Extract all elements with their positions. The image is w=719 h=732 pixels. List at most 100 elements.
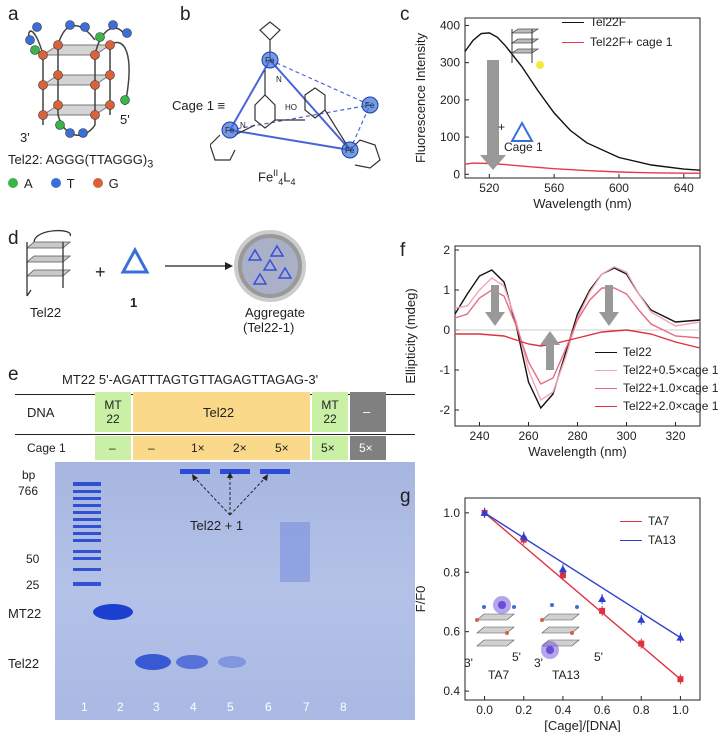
dna-cell-tel22 <box>133 392 310 432</box>
fe-atom-label: Fe <box>265 56 275 65</box>
chart-c-cage-label: Cage 1 <box>504 140 543 154</box>
lane-4: 4 <box>190 700 197 714</box>
sequence-text: Tel22: AGGG(TTAGGG) <box>8 152 148 167</box>
data-point-ta13 <box>637 615 646 623</box>
y-tick-label: 1 <box>443 283 450 297</box>
lane-5: 5 <box>227 700 234 714</box>
y-tick-label: 300 <box>440 56 460 70</box>
gel-image <box>55 462 415 720</box>
dna-cell-none-text: – <box>363 404 371 419</box>
gel-band-tel22-label: Tel22 <box>8 656 40 671</box>
data-point-ta13 <box>558 565 567 573</box>
panel-a-5prime: 5' <box>120 112 130 127</box>
cage-structure-b: Fe Fe Fe Fe N N HO <box>210 21 381 169</box>
data-point-ta13 <box>676 633 685 641</box>
legend-a: A <box>8 176 33 191</box>
panel-g-letter: g <box>400 486 411 507</box>
series-line-tel22-0-5-cage-1 <box>454 266 701 402</box>
dna-cell-tel22-text: Tel22 <box>203 405 235 420</box>
data-point-ta13 <box>519 532 528 540</box>
legend-t: T <box>50 176 75 191</box>
chart-c-legend: Tel22F Tel22F+ cage 1 <box>562 12 672 52</box>
chart-f-arrows <box>485 285 619 370</box>
x-tick-label: 260 <box>518 429 538 443</box>
legend-tel22-20: Tel22+2.0×cage 1 <box>595 397 718 415</box>
fit-line-ta7 <box>484 512 681 680</box>
n-atom-label: N <box>240 121 246 130</box>
panel-e-mt22-sequence: MT22 5'-AGATTTAGTGTTAGAGTTAGAG-3' <box>62 372 319 387</box>
gel-bands <box>73 469 310 670</box>
data-point-ta7 <box>599 607 606 614</box>
dna-cell-mt22-text: MT 22 <box>104 398 122 426</box>
chart-g-legend: TA7 TA13 <box>620 512 676 550</box>
cage-cell-7-text: 5× <box>321 441 335 455</box>
gel-marker-766: 766 <box>18 484 39 498</box>
panel-a-3prime: 3' <box>20 130 30 145</box>
x-tick-label: 0.8 <box>633 703 650 717</box>
x-tick-label: 560 <box>544 181 564 195</box>
plot-frame <box>464 497 701 701</box>
chart-c-plus: + <box>498 120 506 134</box>
legend-ta7: TA7 <box>620 512 676 531</box>
data-point-ta13 <box>480 508 489 516</box>
y-tick-label: -1 <box>439 363 450 377</box>
panel-f-letter: f <box>400 240 406 261</box>
row-cage-label: Cage 1 <box>27 441 66 455</box>
chart-f-cd: 240 260 280 300 320 -2 -1 0 1 2 Wavelength (nm) Ell… <box>403 243 701 459</box>
chart-c-fluorescence: 520 560 600 640 0 100 200 300 400 Wavelength (nm)… <box>413 17 701 211</box>
gel-annotation: Tel22 + 1 <box>190 518 244 533</box>
series-line-tel22f <box>464 32 701 171</box>
x-tick-label: 0.4 <box>555 703 572 717</box>
panel-b-formula: FeII4L4 <box>258 168 296 187</box>
lane-8: 8 <box>340 700 347 714</box>
legend-g: G <box>92 176 119 191</box>
x-tick-label: 0.6 <box>594 703 611 717</box>
cage-cell-tel22 <box>133 436 310 460</box>
row-dna-label: DNA <box>27 405 55 420</box>
panel-d-cage: 1 <box>130 295 138 310</box>
data-point-ta7 <box>677 676 684 683</box>
gel-band-mt22-label: MT22 <box>8 606 42 621</box>
y-tick-label: 1.0 <box>443 506 460 520</box>
plot-frame <box>464 17 701 179</box>
x-axis-label: [Cage]/[DNA] <box>544 718 621 732</box>
x-tick-label: 1.0 <box>672 703 689 717</box>
dna-cell-mt22-b <box>312 392 348 432</box>
y-tick-label: 0.8 <box>443 565 460 579</box>
g-quadruplex-diagram-a <box>25 20 132 138</box>
panel-d-plus: + <box>95 262 106 282</box>
table-header-dna: DNA MT 22 Tel22 MT 22 – <box>15 392 415 432</box>
series-line-tel22-2-0-cage-1 <box>455 329 701 349</box>
inset-ta7-label: TA7 <box>488 668 510 682</box>
dna-cell-none <box>350 392 386 432</box>
lane-7: 7 <box>303 700 310 714</box>
cage-cell-1-text: – <box>109 441 116 455</box>
panel-e-letter: e <box>8 364 19 385</box>
panel-d-aggregate: Aggregate <box>245 305 305 320</box>
chart-f-legend: Tel22 Tel22+0.5×cage 1 Tel22+1.0×cage 1 … <box>595 343 718 415</box>
x-axis-label: Wavelength (nm) <box>528 444 627 459</box>
table-rule-mid <box>15 434 415 435</box>
data-point-ta7 <box>638 640 645 647</box>
dna-cell-mt22 <box>95 392 131 432</box>
table-row-cage: Cage 1 – – 1× 2× 5× 5× 5× <box>15 436 415 460</box>
x-tick-label: 520 <box>479 181 499 195</box>
panel-a-sequence: Tel22: AGGG(TTAGGG)3 <box>8 152 153 171</box>
x-tick-label: 280 <box>567 429 587 443</box>
y-tick-label: 2 <box>443 243 450 257</box>
cage-cell-1 <box>95 436 131 460</box>
cage-cell-4-text: 2× <box>233 441 247 455</box>
y-tick-label: 100 <box>440 130 460 144</box>
gel-marker-50: 50 <box>26 552 40 566</box>
x-tick-label: 600 <box>609 181 629 195</box>
lane-3: 3 <box>153 700 160 714</box>
y-tick-label: 0.4 <box>443 684 460 698</box>
cage-cell-2-text: – <box>148 441 155 455</box>
n-atom-label: N <box>276 75 282 84</box>
series-line-tel22f-cage-1 <box>464 162 700 174</box>
gel-marker-25: 25 <box>26 578 40 592</box>
x-tick-label: 240 <box>469 429 489 443</box>
cage-cell-8-text: 5× <box>359 441 373 455</box>
fe-atom-label: Fe <box>225 126 235 135</box>
inset-ta7-3prime: 3' <box>464 656 473 670</box>
